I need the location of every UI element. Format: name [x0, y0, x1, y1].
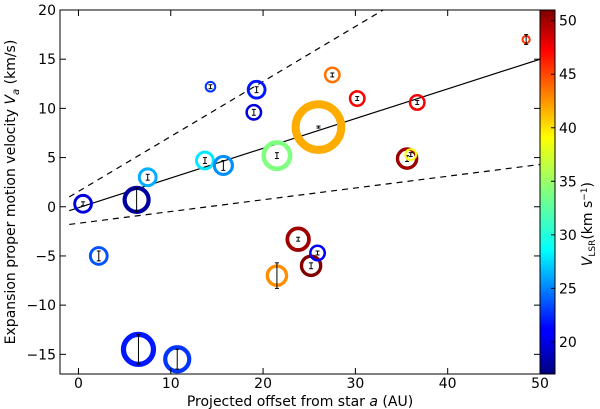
colorbar-ticks: 20 25 30 35 40 45 50: [551, 14, 577, 351]
data-point: [163, 345, 192, 374]
data-point-marker: [404, 148, 418, 162]
y-tick-label: 15: [38, 52, 56, 68]
colorbar-label: VLSR(km s−1): [580, 182, 598, 266]
data-point: [521, 34, 531, 45]
dashed-line-upper-bound: [68, 10, 384, 198]
axis-ticks: 0 10 20 30 40 50 −15 −10 −5 0 5 10 15 20: [26, 3, 548, 392]
data-point: [285, 226, 311, 252]
data-point-marker: [195, 150, 215, 171]
data-point: [195, 150, 215, 171]
reference-lines: [68, 10, 540, 226]
y-tick-label: 0: [47, 200, 56, 216]
data-point: [73, 193, 93, 214]
colorbar: [539, 9, 556, 375]
data-point: [245, 103, 263, 121]
y-tick-label: 20: [38, 3, 56, 19]
data-point-marker: [246, 79, 267, 100]
data-point: [137, 167, 158, 188]
x-tick-label: 40: [439, 376, 457, 392]
data-point-marker: [291, 100, 346, 154]
data-point-marker: [323, 66, 341, 84]
y-axis-label: Expansion proper motion velocity Va (km/…: [3, 40, 22, 345]
data-point: [265, 262, 289, 289]
data-point-marker: [245, 103, 263, 121]
data-point-marker: [163, 345, 192, 374]
y-tick-label: −5: [35, 249, 56, 265]
data-point-marker: [137, 167, 158, 188]
colorbar-tick-label: 50: [559, 14, 577, 30]
x-axis-label: Projected offset from star a (AU): [187, 394, 413, 409]
data-point-marker: [395, 147, 419, 170]
data-point: [246, 79, 267, 100]
y-tick-label: 5: [47, 151, 56, 167]
data-point: [408, 94, 426, 111]
y-tick-label: −10: [26, 298, 56, 314]
data-point-marker: [73, 193, 93, 214]
data-point: [122, 185, 151, 214]
data-point-marker: [261, 140, 293, 172]
colorbar-tick-label: 35: [559, 174, 577, 190]
data-point: [404, 148, 418, 162]
y-tick-label: 10: [38, 101, 56, 117]
colorbar-tick-label: 20: [559, 335, 577, 351]
data-point-marker: [204, 80, 217, 93]
x-tick-label: 0: [74, 376, 83, 392]
data-point-marker: [88, 246, 109, 266]
data-point-marker: [309, 244, 326, 262]
dashed-line-lower-bound: [69, 163, 540, 226]
data-point: [348, 90, 366, 108]
colorbar-tick-label: 30: [559, 228, 577, 244]
x-tick-label: 20: [254, 376, 272, 392]
colorbar-tick-label: 25: [559, 281, 577, 297]
x-tick-label: 10: [162, 376, 180, 392]
plot-frame: [59, 9, 541, 375]
data-point: [212, 154, 234, 177]
data-point: [291, 100, 346, 154]
data-point-marker: [348, 90, 366, 108]
x-tick-label: 50: [531, 376, 549, 392]
data-point: [120, 331, 157, 368]
data-point: [395, 147, 419, 170]
data-point-marker: [408, 94, 426, 111]
colorbar-tick-label: 40: [559, 121, 577, 137]
colorbar-tick-label: 45: [559, 67, 577, 83]
x-tick-label: 30: [346, 376, 364, 392]
data-point-marker: [285, 226, 311, 252]
data-point: [309, 244, 326, 262]
data-point-marker: [212, 154, 234, 177]
data-points: [73, 34, 531, 374]
data-point: [323, 66, 341, 84]
data-point: [88, 246, 109, 266]
y-tick-label: −15: [26, 347, 56, 363]
data-point: [261, 140, 293, 172]
data-point: [204, 80, 217, 93]
